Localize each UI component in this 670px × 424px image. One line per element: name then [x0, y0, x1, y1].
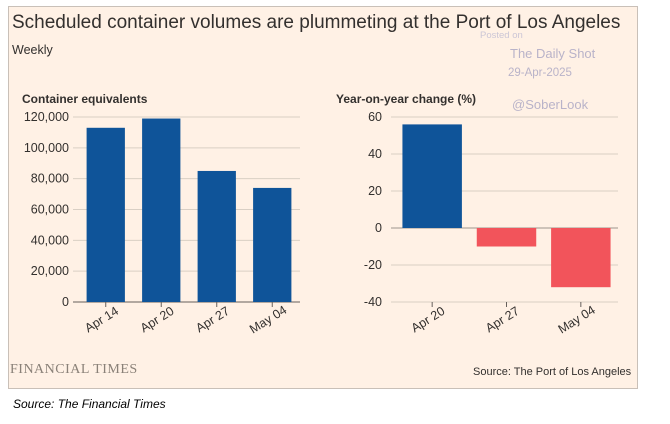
- left-chart-y-tick-label: 60,000: [31, 203, 69, 217]
- right-chart-axis-label: Year-on-year change (%): [336, 92, 477, 106]
- left-chart-y-tick-label: 80,000: [31, 172, 69, 186]
- right-chart-y-tick-label: 60: [368, 110, 382, 124]
- right-chart-y-tick-label: -20: [364, 258, 382, 272]
- left-chart-y-tick-label: 40,000: [31, 233, 69, 247]
- caption: Source: The Financial Times: [13, 397, 166, 411]
- right-chart-bar: [476, 228, 537, 247]
- right-chart-y-tick-label: -40: [364, 295, 382, 309]
- right-chart-y-tick-label: 20: [368, 184, 382, 198]
- watermark-name: The Daily Shot: [510, 46, 596, 61]
- right-chart-x-tick-label: Apr 20: [409, 304, 448, 335]
- left-chart-y-tick-label: 0: [62, 295, 69, 309]
- left-chart-y-tick-label: 100,000: [24, 141, 69, 155]
- left-chart-bar: [253, 187, 292, 302]
- source-line: Source: The Port of Los Angeles: [473, 366, 632, 378]
- right-chart-x-tick-label: May 04: [556, 303, 598, 337]
- chart-subtitle: Weekly: [12, 43, 53, 57]
- left-chart-bar: [86, 127, 125, 303]
- left-chart-bar: [197, 170, 236, 302]
- right-chart-y-tick-label: 40: [368, 147, 382, 161]
- left-chart-y-tick-label: 120,000: [24, 110, 69, 124]
- right-chart-bar: [551, 228, 611, 288]
- ft-logo: FINANCIAL TIMES: [10, 362, 138, 377]
- right-chart-y-tick-label: 0: [375, 221, 382, 235]
- left-chart-y-tick-label: 20,000: [31, 264, 69, 278]
- watermark-handle: @SoberLook: [512, 97, 589, 112]
- chart-title: Scheduled container volumes are plummeti…: [12, 12, 621, 33]
- right-chart-bar: [402, 124, 462, 228]
- watermark-posted-on: Posted on: [480, 30, 523, 41]
- left-chart-axis-label: Container equivalents: [22, 92, 148, 106]
- left-chart-bar: [142, 118, 181, 303]
- right-chart-x-tick-label: Apr 27: [483, 304, 522, 335]
- watermark-date: 29-Apr-2025: [508, 67, 572, 79]
